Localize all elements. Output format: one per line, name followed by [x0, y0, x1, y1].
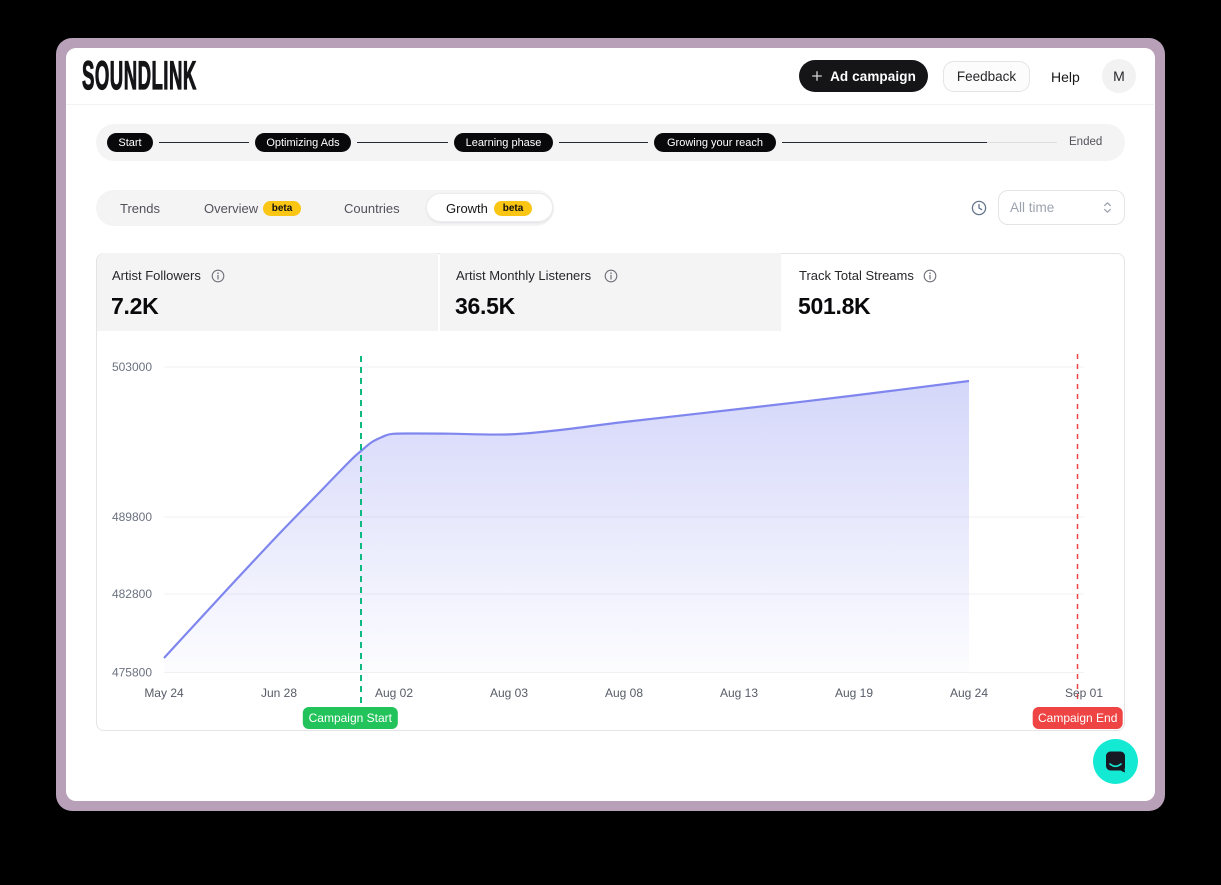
- svg-text:489800: 489800: [112, 510, 152, 524]
- svg-text:Aug 03: Aug 03: [490, 686, 528, 700]
- svg-text:Jun 28: Jun 28: [261, 686, 297, 700]
- svg-text:482800: 482800: [112, 587, 152, 601]
- svg-text:SOUNDLINK: SOUNDLINK: [82, 59, 197, 95]
- svg-text:May 24: May 24: [144, 686, 184, 700]
- svg-text:Aug 24: Aug 24: [950, 686, 988, 700]
- svg-text:Aug 02: Aug 02: [375, 686, 413, 700]
- svg-text:Aug 19: Aug 19: [835, 686, 873, 700]
- svg-text:Aug 13: Aug 13: [720, 686, 758, 700]
- svg-text:503000: 503000: [112, 360, 152, 374]
- svg-text:Sep 01: Sep 01: [1065, 686, 1103, 700]
- svg-text:Campaign End: Campaign End: [1038, 711, 1117, 725]
- svg-text:Aug 08: Aug 08: [605, 686, 643, 700]
- svg-text:Campaign Start: Campaign Start: [309, 711, 393, 725]
- svg-text:475800: 475800: [112, 666, 152, 680]
